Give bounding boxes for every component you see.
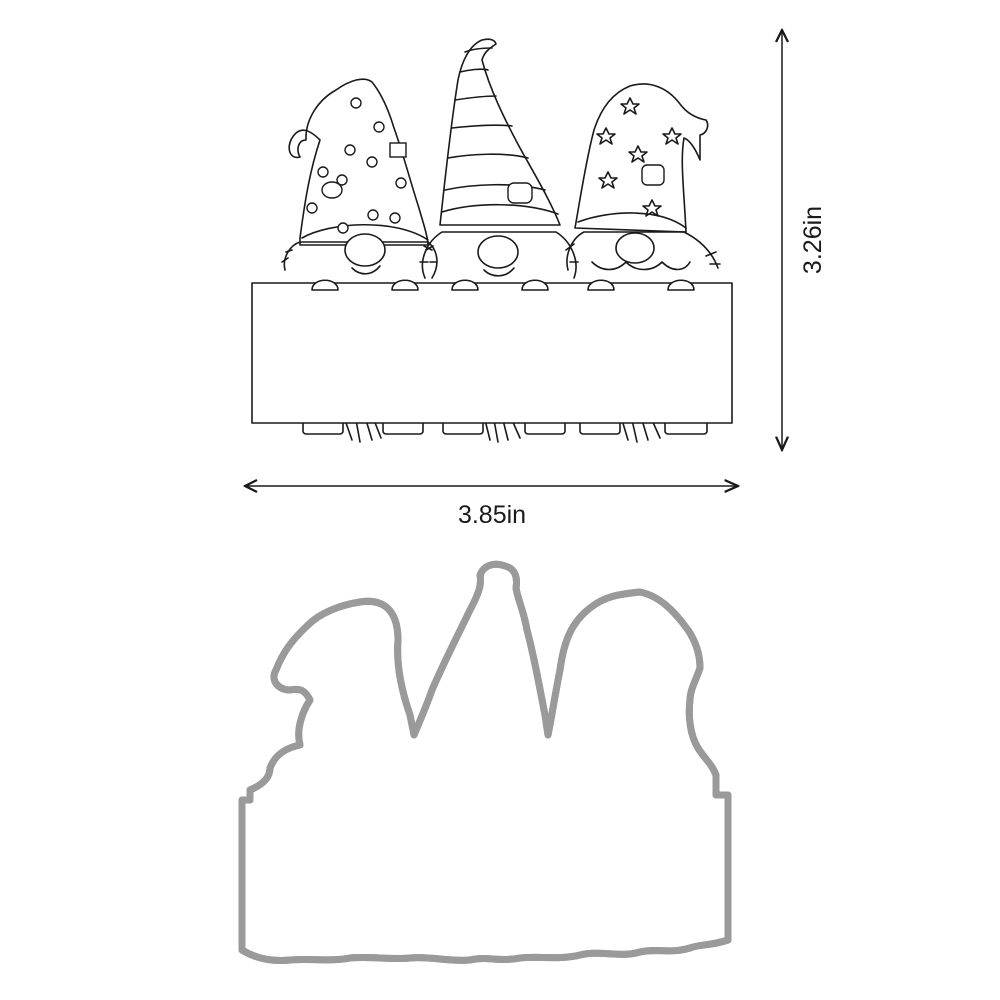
height-dimension: 3.26in [782, 30, 827, 450]
height-label: 3.26in [799, 206, 827, 274]
blank-sign [251, 282, 733, 424]
gnome-stamp [251, 38, 733, 443]
gnome-left [281, 78, 438, 279]
width-dimension: 3.85in [245, 486, 738, 529]
gnome-right [566, 83, 721, 271]
gnome-hands [311, 279, 695, 291]
width-label: 3.85in [458, 501, 526, 529]
metal-cutting-die [238, 564, 732, 960]
gnome-middle [419, 38, 579, 279]
